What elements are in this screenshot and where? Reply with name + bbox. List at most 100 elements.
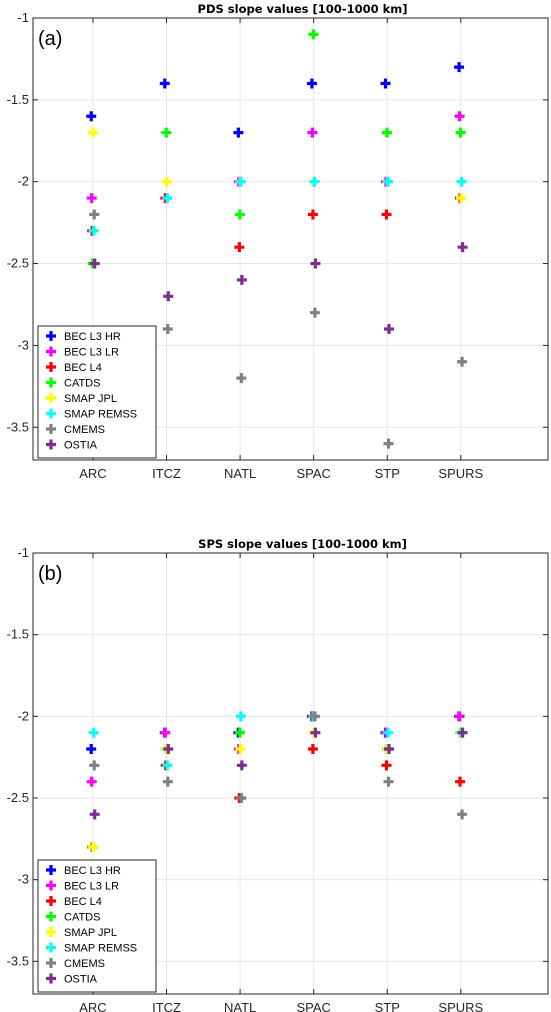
data-point-bec-l3-lr-spac xyxy=(307,127,318,138)
marker-shape xyxy=(46,911,56,922)
series-ostia xyxy=(89,727,468,820)
marker-shape xyxy=(235,711,246,722)
marker-shape xyxy=(455,776,466,787)
marker-shape xyxy=(308,29,319,40)
marker-shape xyxy=(161,127,172,138)
data-point-ostia-spac xyxy=(310,258,321,269)
marker-shape xyxy=(89,258,100,269)
legend-marker-bec-l3-lr xyxy=(46,880,56,891)
data-point-bec-l3-hr-arc xyxy=(86,111,97,122)
marker-shape xyxy=(381,209,392,220)
marker-shape xyxy=(310,258,321,269)
marker-shape xyxy=(46,424,56,434)
y-tick-label: -3 xyxy=(17,337,29,352)
data-point-bec-l4-natl xyxy=(234,242,245,253)
marker-shape xyxy=(46,927,56,937)
legend-marker-bec-l4 xyxy=(46,896,56,906)
data-point-cmems-natl xyxy=(236,793,247,803)
marker-shape xyxy=(457,356,468,367)
data-point-ostia-stp xyxy=(383,744,394,754)
data-point-cmems-spurs xyxy=(457,356,468,367)
data-point-cmems-natl xyxy=(236,373,247,384)
data-point-ostia-natl xyxy=(236,760,247,771)
series-bec-l3-hr xyxy=(86,62,465,138)
data-point-cmems-spurs xyxy=(457,809,468,820)
marker-shape xyxy=(161,176,172,187)
marker-shape xyxy=(383,776,394,787)
marker-shape xyxy=(310,727,321,738)
marker-shape xyxy=(454,62,465,73)
data-point-smap-remss-arc xyxy=(88,727,99,738)
legend-label-bec-l3-lr: BEC L3 LR xyxy=(64,881,119,893)
marker-shape xyxy=(383,744,394,754)
legend-label-bec-l3-hr: BEC L3 HR xyxy=(64,331,121,343)
y-tick-label: -1 xyxy=(17,545,29,560)
data-point-ostia-stp xyxy=(383,324,394,335)
data-point-cmems-spac xyxy=(309,307,320,318)
marker-shape xyxy=(236,760,247,771)
legend-label-cmems: CMEMS xyxy=(64,424,105,436)
marker-shape xyxy=(46,439,56,450)
data-point-smap-remss-stp xyxy=(382,727,393,738)
marker-shape xyxy=(382,727,393,738)
data-point-bec-l4-spac xyxy=(307,209,318,220)
data-point-ostia-arc xyxy=(89,809,100,820)
legend-marker-catds xyxy=(46,911,56,922)
data-point-bec-l3-hr-stp xyxy=(380,78,391,89)
y-tick-label: -2 xyxy=(17,708,29,723)
y-tick-label: -2.5 xyxy=(7,790,29,805)
data-point-ostia-arc xyxy=(89,258,100,269)
x-tick-label-itcz: ITCZ xyxy=(152,466,181,481)
marker-shape xyxy=(306,78,317,89)
marker-shape xyxy=(381,760,392,771)
marker-shape xyxy=(88,842,99,852)
data-point-ostia-itcz xyxy=(163,744,174,754)
marker-shape xyxy=(456,176,467,187)
legend-marker-smap-remss xyxy=(46,942,56,953)
data-point-catds-spurs xyxy=(455,127,466,138)
data-point-cmems-itcz xyxy=(162,324,173,335)
marker-shape xyxy=(454,111,465,122)
legend-marker-smap-remss xyxy=(46,408,56,419)
legend-label-catds: CATDS xyxy=(64,378,100,390)
data-point-smap-remss-itcz xyxy=(162,760,173,771)
marker-shape xyxy=(456,193,467,204)
marker-shape xyxy=(307,209,318,220)
marker-shape xyxy=(234,209,245,220)
y-tick-label: -1.5 xyxy=(7,92,29,107)
marker-shape xyxy=(46,362,56,372)
marker-shape xyxy=(307,744,318,754)
legend-label-catds: CATDS xyxy=(64,912,100,924)
marker-shape xyxy=(235,176,246,187)
axes-box xyxy=(32,552,549,995)
legend-box xyxy=(37,859,157,993)
series-ostia xyxy=(89,242,468,335)
marker-shape xyxy=(382,176,393,187)
legend-marker-catds xyxy=(46,377,56,388)
marker-shape xyxy=(46,973,56,984)
legend-marker-bec-l3-lr xyxy=(46,346,56,357)
legend-box xyxy=(37,325,157,459)
data-point-cmems-itcz xyxy=(162,776,173,787)
data-point-smap-remss-natl xyxy=(235,711,246,722)
marker-shape xyxy=(162,324,173,335)
y-tick-label: -3 xyxy=(17,872,29,887)
data-point-catds-stp xyxy=(381,127,392,138)
x-tick-label-spurs: SPURS xyxy=(438,1000,483,1012)
legend-marker-bec-l4 xyxy=(46,362,56,372)
data-point-bec-l3-lr-arc xyxy=(86,776,97,787)
data-point-ostia-spurs xyxy=(457,727,468,738)
marker-shape xyxy=(89,760,100,771)
marker-shape xyxy=(46,865,56,875)
chart-title: PDS slope values [100-1000 km] xyxy=(198,2,408,16)
legend-marker-ostia xyxy=(46,973,56,984)
data-point-cmems-stp xyxy=(383,438,394,449)
x-tick-label-spac: SPAC xyxy=(296,1000,330,1012)
data-point-smap-remss-arc xyxy=(88,225,99,236)
x-tick-label-natl: NATL xyxy=(224,1000,256,1012)
legend-label-cmems: CMEMS xyxy=(64,958,105,970)
data-point-smap-remss-stp xyxy=(382,176,393,187)
marker-shape xyxy=(46,896,56,906)
legend-label-bec-l3-hr: BEC L3 HR xyxy=(64,865,121,877)
